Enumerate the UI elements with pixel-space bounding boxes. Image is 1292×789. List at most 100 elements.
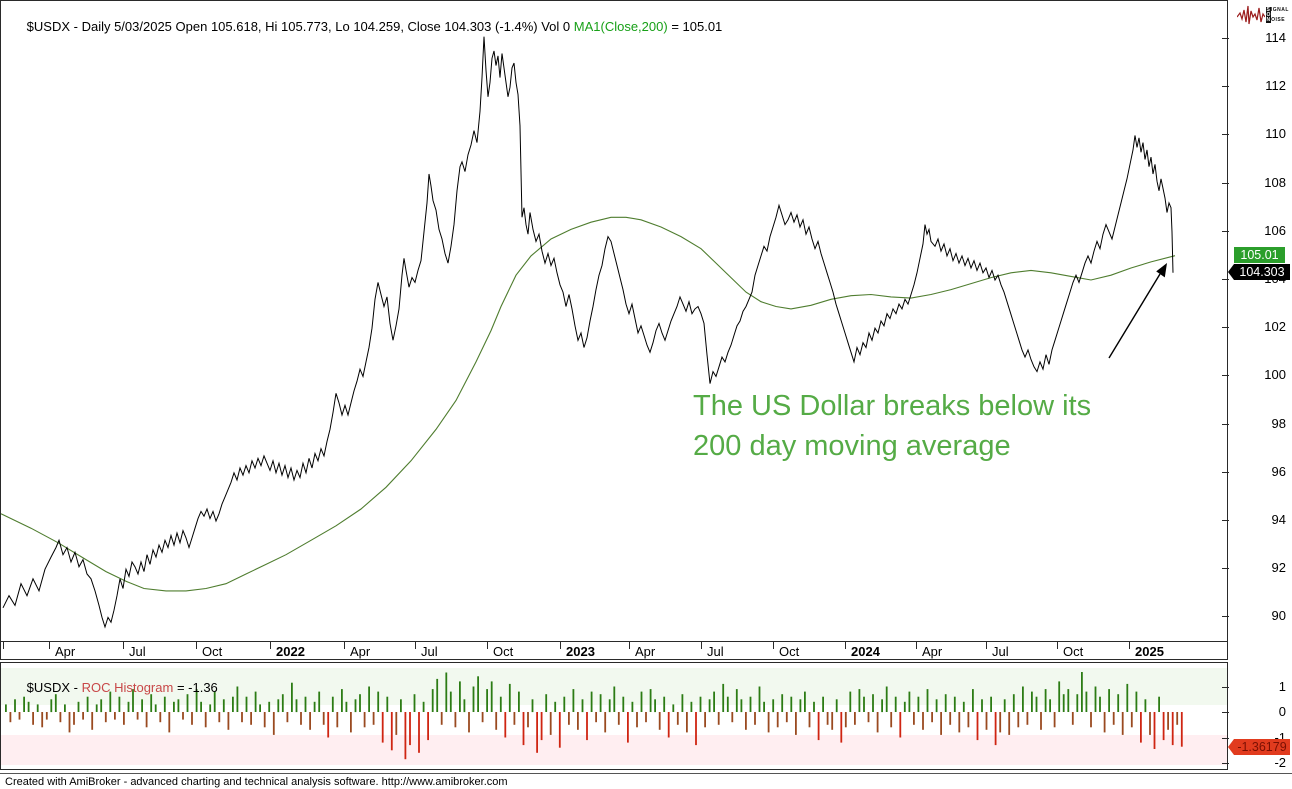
y-axis-label: 108: [1264, 175, 1286, 190]
x-axis-label: Apr: [350, 644, 371, 659]
y-axis-tick: [1222, 712, 1229, 713]
y-axis-tick: [1222, 738, 1229, 739]
x-axis-tick: [845, 642, 846, 649]
x-axis-tick: [344, 642, 345, 649]
y-axis-label: 94: [1271, 512, 1286, 527]
roc-title-symbol: $USDX -: [26, 680, 82, 695]
y-axis-label: 1: [1278, 679, 1286, 694]
x-axis-label: 2025: [1135, 644, 1164, 659]
y-axis-label: 0: [1278, 704, 1286, 719]
price-title-ma-label: MA1(Close,200): [573, 19, 668, 34]
roc-negative-tint-band: [1, 735, 1227, 765]
x-axis-label: Oct: [779, 644, 800, 659]
price-plot[interactable]: [1, 1, 1227, 659]
x-axis-label: Apr: [635, 644, 656, 659]
y-axis-tick: [1222, 424, 1229, 425]
y-axis-label: 114: [1265, 30, 1286, 45]
logo-boxed-letter: N: [1266, 16, 1272, 23]
x-axis-tick: [629, 642, 630, 649]
logo-row-rest: IGNAL: [1270, 6, 1289, 13]
x-axis-tick: [773, 642, 774, 649]
annotation-line2: 200 day moving average: [693, 430, 1011, 462]
x-axis-label: Apr: [55, 644, 76, 659]
y-axis-label: 100: [1264, 367, 1286, 382]
x-axis-label: 2024: [851, 644, 880, 659]
x-axis-line: [1, 641, 1227, 642]
status-text: Created with AmiBroker - advanced charti…: [5, 775, 508, 788]
y-axis-label: -1: [1274, 730, 1286, 745]
y-axis-tick: [1222, 183, 1229, 184]
right-price-axis[interactable]: 105.01 104.303 -1.36179 114 112 110 108 106 1…: [1222, 0, 1292, 774]
y-axis-tick: [1222, 327, 1229, 328]
y-axis-label: 106: [1264, 223, 1286, 238]
x-axis-tick: [487, 642, 488, 649]
x-axis-label: 2023: [566, 644, 595, 659]
x-axis-tick: [1057, 642, 1058, 649]
y-axis-label: -2: [1274, 755, 1286, 770]
last-price-badge: 104.303: [1228, 264, 1290, 280]
price-title-ohlc: $USDX - Daily 5/03/2025 Open 105.618, Hi…: [26, 19, 574, 34]
y-axis-tick: [1222, 86, 1229, 87]
logo-row-rest: OISE: [1271, 16, 1286, 23]
x-axis-tick: [701, 642, 702, 649]
signal-or-noise-logo: SIGNAL O NOISE: [1237, 2, 1291, 28]
x-axis-tick: [986, 642, 987, 649]
x-axis-tick: [415, 642, 416, 649]
x-axis-label: Oct: [202, 644, 223, 659]
logo-boxed-letter: O: [1266, 11, 1272, 18]
status-bar: Created with AmiBroker - advanced charti…: [0, 773, 1292, 789]
x-axis-tick: [1129, 642, 1130, 649]
x-axis-tick: [560, 642, 561, 649]
x-axis-tick: [3, 642, 4, 649]
x-axis-tick: [916, 642, 917, 649]
x-axis-tick: [270, 642, 271, 649]
price-chart-pane[interactable]: $USDX - Daily 5/03/2025 Open 105.618, Hi…: [0, 0, 1228, 660]
waveform-icon: [1237, 5, 1265, 25]
y-axis-tick: [1222, 687, 1229, 688]
x-axis-tick: [49, 642, 50, 649]
logo-boxed-letter: S: [1266, 6, 1271, 13]
price-pane-title: $USDX - Daily 5/03/2025 Open 105.618, Hi…: [5, 4, 723, 49]
x-axis-label: Oct: [493, 644, 514, 659]
annotation-line1: The US Dollar breaks below its: [693, 390, 1092, 422]
x-axis-label: Apr: [922, 644, 943, 659]
y-axis-tick: [1222, 134, 1229, 135]
roc-title-indicator: ROC Histogram: [81, 680, 174, 695]
x-axis-label: Jul: [992, 644, 1009, 659]
y-axis-label: 92: [1271, 560, 1286, 575]
ma-value-badge: 105.01: [1234, 247, 1285, 263]
price-title-ma-value: = 105.01: [667, 19, 723, 34]
x-axis-tick: [196, 642, 197, 649]
y-axis-tick: [1222, 375, 1229, 376]
x-axis-label: Jul: [707, 644, 724, 659]
y-axis-tick: [1222, 231, 1229, 232]
roc-pane-title: $USDX - ROC Histogram = -1.36: [5, 665, 218, 710]
roc-plot[interactable]: [1, 663, 1227, 769]
y-axis-tick: [1222, 472, 1229, 473]
y-axis-label: 102: [1264, 319, 1286, 334]
y-axis-tick: [1222, 38, 1229, 39]
roc-histogram-pane[interactable]: $USDX - ROC Histogram = -1.36: [0, 662, 1228, 770]
y-axis-label: 98: [1271, 416, 1286, 431]
ma-badge-text: 105.01: [1240, 248, 1279, 262]
badge-arrow-tip: [1228, 739, 1234, 755]
y-axis-label: 110: [1265, 126, 1286, 141]
y-axis-tick: [1222, 520, 1229, 521]
y-axis-label: 112: [1265, 78, 1286, 93]
roc-title-value: = -1.36: [173, 680, 218, 695]
roc-value-badge: -1.36179: [1228, 739, 1290, 755]
y-axis-tick: [1222, 568, 1229, 569]
x-axis-tick: [123, 642, 124, 649]
y-axis-label: 96: [1271, 464, 1286, 479]
x-axis-label: Jul: [129, 644, 146, 659]
logo-text: SIGNAL O NOISE: [1266, 6, 1289, 23]
x-axis-label: Oct: [1063, 644, 1084, 659]
y-axis-tick: [1222, 616, 1229, 617]
chart-annotation-text: The US Dollar breaks below its 200 day m…: [693, 386, 1091, 466]
badge-arrow-tip: [1228, 264, 1234, 280]
x-axis-label: Jul: [421, 644, 438, 659]
y-axis-tick: [1222, 279, 1229, 280]
close-badge-text: 104.303: [1239, 265, 1285, 279]
y-axis-tick: [1222, 763, 1229, 764]
